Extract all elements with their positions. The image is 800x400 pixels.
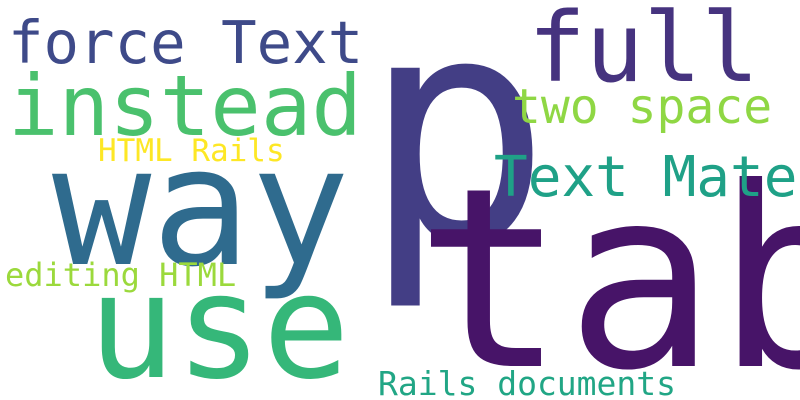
word-full: full [528, 0, 760, 104]
word-rails-documents: Rails documents [378, 364, 677, 400]
word-force-text: force Text [8, 8, 364, 77]
word-two-space: two space [512, 79, 773, 135]
word-use: use [88, 243, 350, 400]
word-p: p [362, 0, 552, 315]
word-text-mate: Text Mate [494, 145, 798, 210]
word-tab: tab [415, 134, 800, 400]
word-editing-html: editing HTML [5, 256, 237, 294]
word-way: way [52, 111, 351, 303]
word-html-rails: HTML Rails [98, 133, 285, 169]
word-instead: instead [8, 57, 363, 155]
